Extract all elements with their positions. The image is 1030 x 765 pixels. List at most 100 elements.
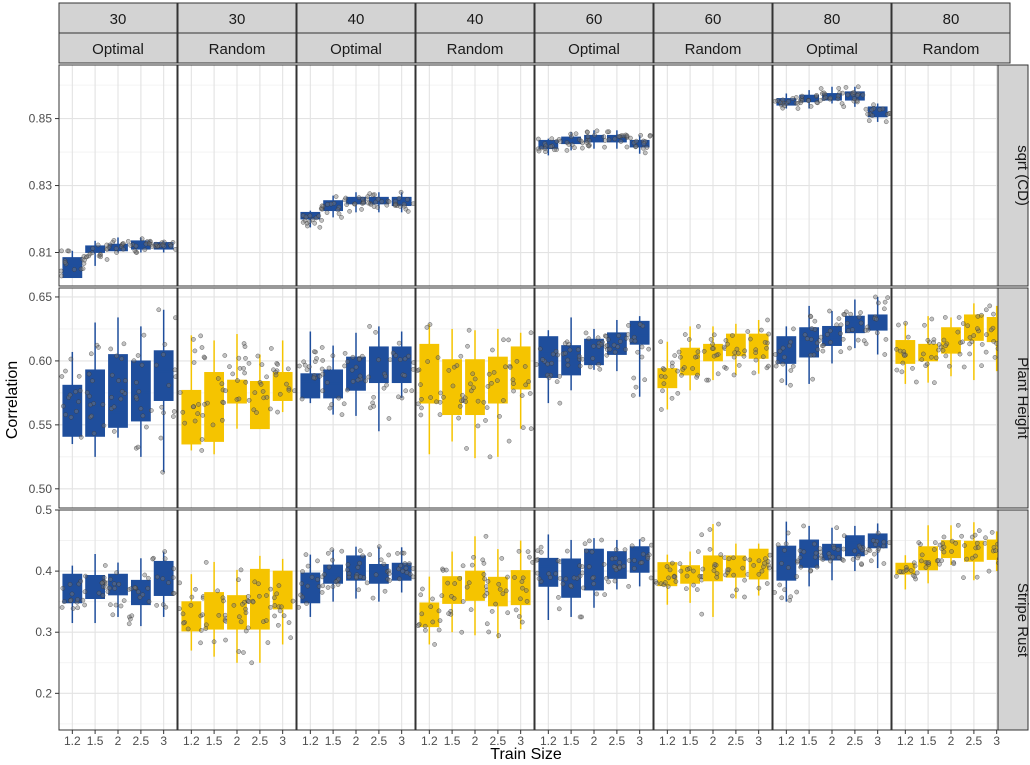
data-point bbox=[848, 311, 854, 317]
data-point bbox=[359, 353, 365, 359]
data-point bbox=[112, 586, 118, 591]
data-point bbox=[964, 556, 970, 562]
data-point bbox=[603, 575, 609, 581]
panel-border bbox=[177, 287, 297, 509]
data-point bbox=[795, 106, 801, 111]
x-tick-label: 2.5 bbox=[133, 734, 150, 748]
data-point bbox=[324, 210, 330, 215]
data-point bbox=[777, 582, 783, 588]
data-point bbox=[951, 561, 957, 567]
data-point bbox=[68, 356, 74, 362]
data-point bbox=[753, 350, 758, 356]
data-point bbox=[103, 584, 108, 590]
data-point bbox=[846, 328, 851, 333]
data-point bbox=[835, 547, 841, 552]
box bbox=[153, 350, 174, 401]
data-point bbox=[808, 568, 813, 574]
data-point bbox=[275, 622, 281, 628]
data-point bbox=[171, 409, 177, 414]
data-point bbox=[900, 360, 906, 366]
strip-right-1 bbox=[997, 287, 1029, 509]
data-point bbox=[580, 145, 585, 151]
data-point bbox=[986, 568, 992, 574]
data-point bbox=[850, 327, 855, 333]
data-point bbox=[788, 382, 793, 388]
panel-border bbox=[58, 64, 178, 287]
data-point bbox=[903, 567, 909, 573]
data-point bbox=[645, 556, 651, 561]
data-point bbox=[585, 129, 590, 135]
data-point bbox=[590, 575, 596, 581]
data-point bbox=[629, 543, 635, 549]
data-point bbox=[602, 144, 607, 150]
data-point bbox=[838, 331, 843, 336]
strip-top-method-4 bbox=[534, 32, 654, 64]
panel-border bbox=[772, 287, 892, 509]
data-point bbox=[161, 352, 166, 357]
data-point bbox=[941, 534, 947, 540]
data-point bbox=[786, 99, 791, 104]
data-point bbox=[486, 371, 492, 377]
data-point bbox=[272, 613, 277, 619]
data-point bbox=[439, 593, 445, 599]
data-point bbox=[202, 401, 207, 407]
data-point bbox=[992, 354, 998, 360]
data-point bbox=[166, 580, 171, 586]
data-point bbox=[932, 540, 938, 545]
data-point bbox=[869, 107, 875, 113]
data-point bbox=[780, 97, 786, 103]
data-point bbox=[171, 590, 177, 596]
data-point bbox=[401, 550, 407, 556]
panel-border bbox=[177, 64, 297, 287]
data-point bbox=[957, 351, 963, 357]
data-point bbox=[246, 397, 252, 403]
data-point bbox=[301, 359, 307, 365]
data-point bbox=[897, 569, 902, 574]
data-point bbox=[831, 545, 837, 551]
data-point bbox=[941, 549, 947, 555]
data-point bbox=[418, 382, 423, 387]
data-point bbox=[677, 561, 683, 567]
data-point bbox=[319, 203, 325, 209]
y-tick-label: 0.5 bbox=[35, 503, 52, 517]
data-point bbox=[489, 609, 495, 614]
data-point bbox=[286, 387, 292, 393]
data-point bbox=[578, 138, 584, 144]
data-point bbox=[631, 334, 637, 340]
x-tick-label: 2 bbox=[710, 734, 717, 748]
data-point bbox=[783, 541, 789, 547]
data-point bbox=[215, 376, 221, 381]
data-point bbox=[459, 629, 465, 635]
strip-method-label: Optimal bbox=[568, 41, 620, 58]
data-point bbox=[697, 573, 703, 579]
data-point bbox=[565, 362, 571, 368]
data-point bbox=[200, 413, 206, 418]
data-point bbox=[499, 556, 505, 561]
data-point bbox=[726, 556, 732, 562]
data-point bbox=[192, 418, 198, 424]
data-point bbox=[401, 201, 407, 207]
data-point bbox=[865, 111, 871, 117]
data-point bbox=[146, 599, 152, 604]
data-point bbox=[346, 574, 352, 580]
data-point bbox=[812, 541, 817, 547]
data-point bbox=[273, 372, 279, 378]
data-point bbox=[303, 552, 309, 557]
data-point bbox=[341, 401, 347, 407]
data-point bbox=[255, 353, 261, 359]
data-point bbox=[355, 565, 361, 570]
data-point bbox=[288, 635, 294, 641]
data-point bbox=[397, 357, 403, 362]
data-point bbox=[756, 558, 762, 564]
strip-top-label: 60 bbox=[586, 11, 603, 28]
data-point bbox=[375, 204, 380, 210]
data-point bbox=[795, 558, 801, 564]
data-point bbox=[626, 323, 631, 328]
data-point bbox=[456, 415, 461, 421]
data-point bbox=[78, 266, 84, 272]
data-point bbox=[929, 316, 935, 322]
data-point bbox=[160, 602, 166, 607]
data-point bbox=[920, 351, 926, 357]
data-point bbox=[489, 380, 494, 386]
data-point bbox=[766, 363, 771, 369]
